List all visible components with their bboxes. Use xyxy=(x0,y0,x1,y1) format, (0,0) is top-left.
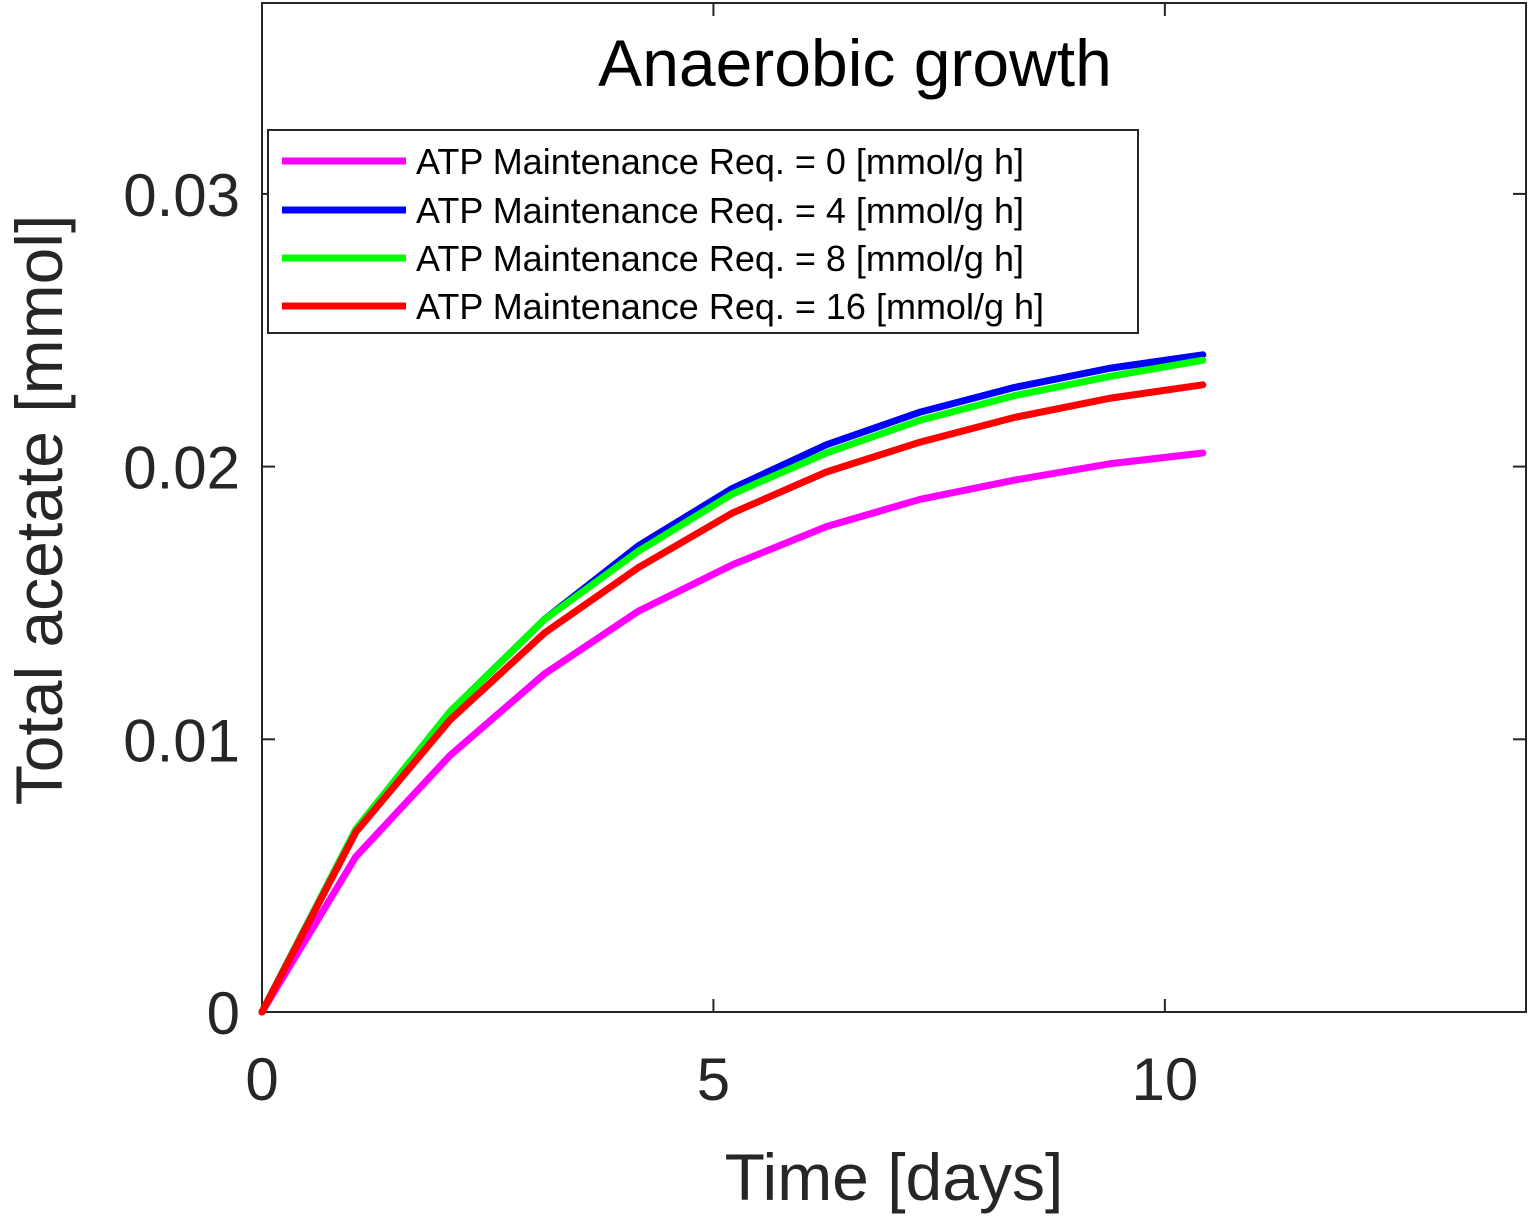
x-tick-label: 5 xyxy=(697,1046,730,1113)
legend-label-2: ATP Maintenance Req. = 8 [mmol/g h] xyxy=(416,238,1024,279)
legend-label-0: ATP Maintenance Req. = 0 [mmol/g h] xyxy=(416,141,1024,182)
y-tick-label: 0.02 xyxy=(123,435,240,502)
legend-entry-2: ATP Maintenance Req. = 8 [mmol/g h] xyxy=(282,238,1024,279)
legend-entry-0: ATP Maintenance Req. = 0 [mmol/g h] xyxy=(282,141,1024,182)
legend-label-1: ATP Maintenance Req. = 4 [mmol/g h] xyxy=(416,190,1024,231)
y-tick-label: 0 xyxy=(207,980,240,1047)
series-lines xyxy=(258,351,1207,1016)
series-line-2 xyxy=(258,356,1207,1016)
series-line-0 xyxy=(258,449,1207,1016)
x-tick-label: 0 xyxy=(245,1046,278,1113)
x-tick-label: 10 xyxy=(1131,1046,1198,1113)
legend-label-3: ATP Maintenance Req. = 16 [mmol/g h] xyxy=(416,286,1044,327)
y-tick-label: 0.01 xyxy=(123,707,240,774)
legend-entry-3: ATP Maintenance Req. = 16 [mmol/g h] xyxy=(282,286,1044,327)
y-tick-label: 0.03 xyxy=(123,162,240,229)
x-axis-title: Time [days] xyxy=(725,1140,1064,1214)
axis-ticks: 0 5 10 0 0.01 0.02 0.03 xyxy=(123,3,1526,1113)
y-axis-title: Total acetate [mmol] xyxy=(2,215,76,806)
chart-title: Anaerobic growth xyxy=(598,26,1112,100)
series-line-3 xyxy=(258,381,1207,1016)
legend-entry-1: ATP Maintenance Req. = 4 [mmol/g h] xyxy=(282,190,1024,231)
legend: ATP Maintenance Req. = 0 [mmol/g h] ATP … xyxy=(267,129,1139,334)
legend-box xyxy=(267,129,1139,334)
